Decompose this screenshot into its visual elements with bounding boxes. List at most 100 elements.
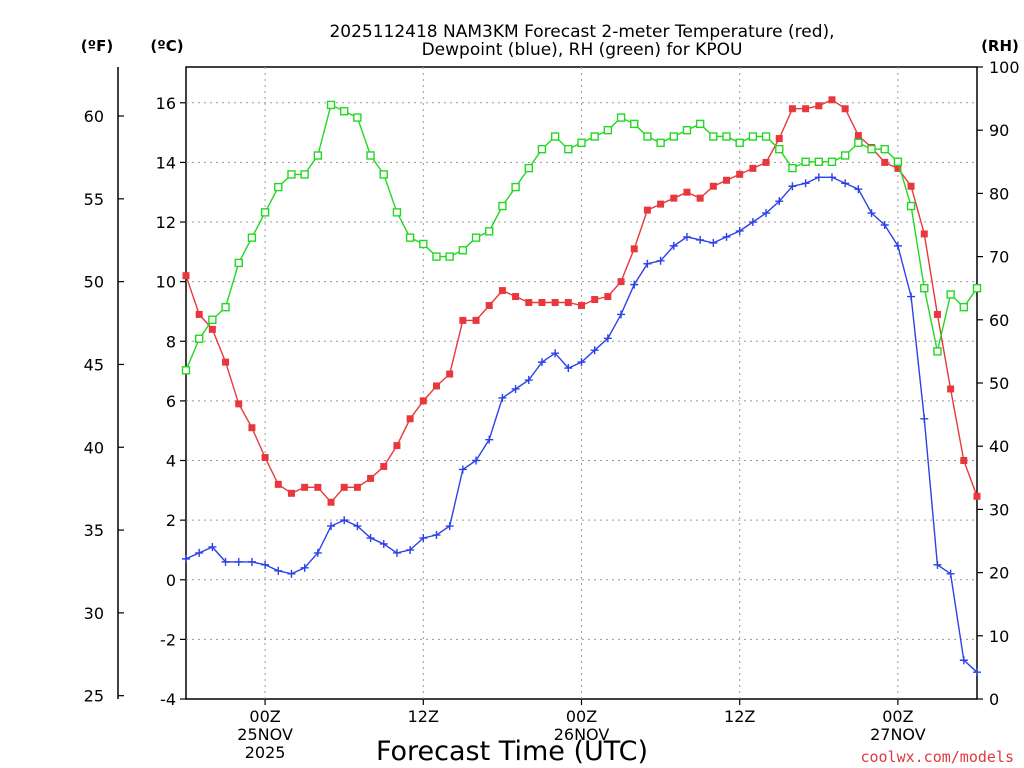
temperature-c-point bbox=[736, 170, 744, 178]
temperature-c-point bbox=[340, 483, 348, 491]
temperature-c-point bbox=[380, 462, 388, 470]
rh-point bbox=[616, 113, 626, 122]
rh-point bbox=[524, 163, 533, 173]
rh-point bbox=[761, 132, 771, 141]
dewpoint-c-point bbox=[221, 557, 230, 566]
temperature-c-point bbox=[749, 164, 757, 172]
temperature-c-point bbox=[564, 299, 572, 307]
rh-point bbox=[432, 252, 441, 261]
rh-point bbox=[867, 144, 876, 154]
temperature-c-point bbox=[485, 301, 493, 309]
dewpoint-c-point bbox=[379, 539, 388, 548]
rh-point bbox=[181, 366, 191, 375]
rh-point bbox=[577, 138, 586, 148]
temperature-c-point bbox=[274, 480, 282, 488]
dewpoint-c-point bbox=[182, 554, 190, 563]
rh-point bbox=[695, 119, 705, 129]
x-axis-label: Forecast Time (UTC) bbox=[376, 736, 648, 767]
rh-point bbox=[208, 315, 217, 324]
dewpoint-c-point bbox=[247, 557, 256, 566]
rh-point bbox=[366, 151, 375, 160]
temperature-c-point bbox=[235, 400, 243, 408]
temperature-c-point bbox=[195, 310, 203, 318]
rh-tick-label: 80 bbox=[989, 184, 1009, 203]
dewpoint-c-point bbox=[880, 221, 889, 229]
dewpoint-c-point bbox=[432, 531, 441, 540]
rh-point bbox=[893, 157, 903, 167]
dewpoint-c-point bbox=[696, 235, 705, 244]
dewpoint-c-point bbox=[208, 542, 217, 551]
temperature-c-point bbox=[353, 483, 361, 491]
fahrenheit-tick-label: 35 bbox=[84, 521, 104, 540]
dewpoint-c-point bbox=[340, 516, 349, 525]
celsius-tick-label: 14 bbox=[156, 153, 176, 172]
dewpoint-c-point bbox=[920, 414, 929, 423]
rh-point bbox=[458, 246, 468, 255]
rh-point bbox=[485, 227, 494, 236]
dewpoint-c-point bbox=[551, 349, 560, 358]
celsius-tick-label: 2 bbox=[166, 511, 176, 530]
rh-point bbox=[471, 233, 481, 242]
rh-point bbox=[194, 334, 204, 343]
fahrenheit-axis-unit: (ºF) bbox=[81, 37, 113, 55]
dewpoint-c-point bbox=[893, 241, 902, 250]
rh-point bbox=[498, 201, 507, 211]
temperature-c-point bbox=[696, 194, 704, 202]
gridlines bbox=[186, 67, 977, 699]
dewpoint-c-point bbox=[907, 292, 916, 301]
temperature-c-point bbox=[802, 105, 810, 113]
rh-point bbox=[511, 182, 520, 192]
rh-point bbox=[959, 302, 969, 312]
rh-point bbox=[827, 157, 837, 167]
temperature-c-point bbox=[222, 358, 230, 366]
x-tick-label: 12Z bbox=[408, 707, 439, 726]
dewpoint-c-point bbox=[300, 563, 309, 572]
dewpoint-c-point bbox=[617, 310, 626, 319]
rh-point bbox=[419, 239, 428, 249]
rh-point bbox=[788, 163, 797, 173]
temperature-c-point bbox=[578, 301, 585, 309]
temperature-c-point bbox=[525, 299, 533, 307]
dewpoint-c-point bbox=[498, 393, 507, 402]
dewpoint-c-point bbox=[682, 232, 691, 241]
dewpoint-c-point bbox=[458, 465, 467, 474]
rh-point bbox=[814, 157, 823, 167]
dewpoint-c-point bbox=[287, 569, 296, 578]
temperature-c-point bbox=[881, 158, 889, 166]
temperature-c-point bbox=[208, 325, 216, 333]
rh-point bbox=[300, 170, 309, 179]
dewpoint-c-point bbox=[234, 557, 243, 566]
temperature-c-point bbox=[406, 415, 414, 423]
chart-title-line1: 2025112418 NAM3KM Forecast 2-meter Tempe… bbox=[329, 22, 834, 42]
rh-tick-label: 100 bbox=[989, 58, 1020, 77]
rh-point bbox=[445, 252, 454, 261]
temperature-c-point bbox=[512, 293, 520, 301]
temperature-c-point bbox=[551, 299, 559, 307]
dewpoint-c-point bbox=[709, 238, 718, 247]
rh-point bbox=[564, 144, 573, 154]
temperature-c-point bbox=[775, 135, 783, 143]
dewpoint-c-point bbox=[524, 376, 533, 385]
dewpoint-c-point bbox=[327, 522, 336, 531]
rh-point bbox=[340, 107, 349, 116]
rh-point bbox=[313, 151, 323, 160]
temperature-c-point bbox=[709, 182, 717, 190]
temperature-c-point bbox=[617, 278, 625, 286]
x-tick-label: 00Z bbox=[882, 707, 913, 726]
x-tick-label: 00Z bbox=[249, 707, 280, 726]
temperature-c-point bbox=[920, 230, 928, 238]
temperature-c-point bbox=[854, 132, 862, 140]
dewpoint-c-point bbox=[511, 384, 520, 393]
dewpoint-c-point bbox=[946, 569, 955, 578]
dewpoint-c-point bbox=[537, 358, 546, 367]
temperature-c-point bbox=[314, 483, 322, 491]
rh-point bbox=[326, 100, 336, 110]
dewpoint-c-point bbox=[973, 668, 981, 677]
temperature-c-point bbox=[182, 272, 190, 280]
rh-point bbox=[748, 132, 758, 141]
temperature-c-point bbox=[419, 397, 427, 405]
dewpoint-c-point bbox=[392, 548, 401, 557]
dewpoint-c-point bbox=[564, 364, 573, 373]
temperature-c-point bbox=[643, 206, 651, 214]
dewpoint-c-point bbox=[801, 179, 810, 188]
